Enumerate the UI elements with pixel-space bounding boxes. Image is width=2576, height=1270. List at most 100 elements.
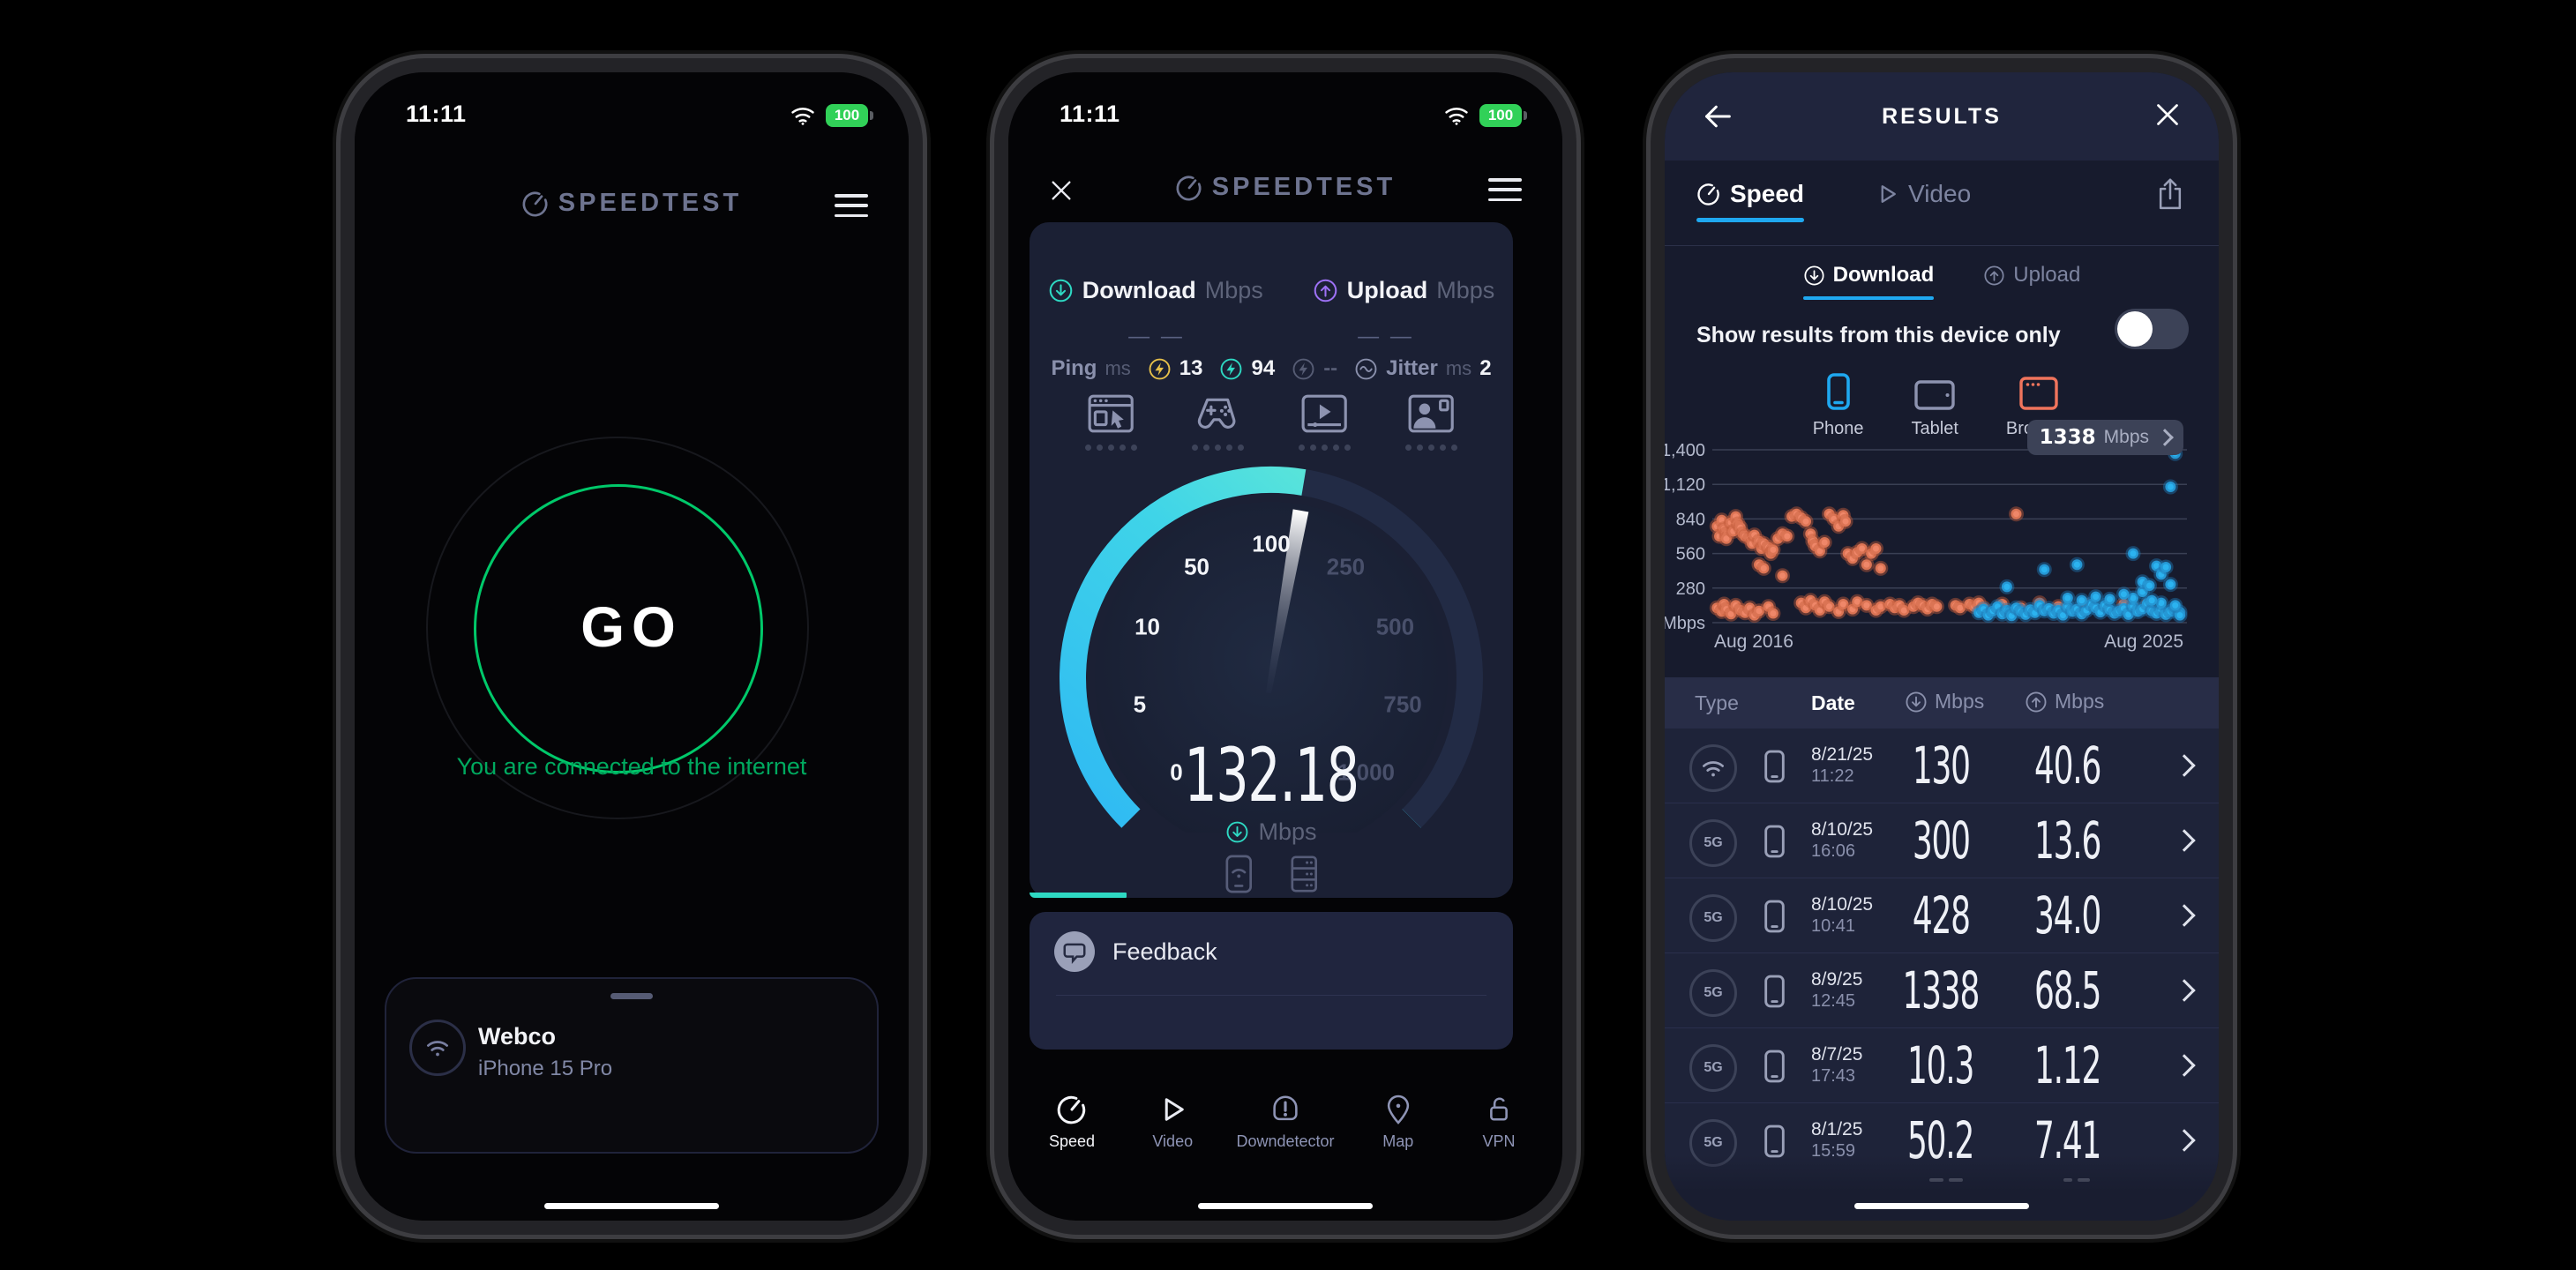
server-icon[interactable] [1289, 854, 1320, 894]
ping-upload-value: -- [1323, 356, 1338, 380]
gauge-tick-label: 10 [1134, 613, 1161, 640]
menu-button[interactable] [835, 194, 868, 217]
svg-text:Aug 2016: Aug 2016 [1714, 631, 1793, 652]
battery-indicator: 100 [1479, 104, 1527, 127]
bottom-fade-overlay [1665, 1155, 2219, 1221]
chevron-right-icon[interactable] [2173, 1054, 2196, 1077]
result-date: 8/10/25 10:41 [1811, 894, 1874, 936]
download-value: 10.3 [1907, 1035, 1974, 1095]
subtab-upload[interactable]: Upload [1983, 263, 2080, 300]
home-indicator[interactable] [544, 1203, 719, 1209]
menu-button[interactable] [1488, 178, 1522, 201]
feedback-card[interactable]: Feedback [1030, 912, 1513, 1050]
network-info-card[interactable]: Webco iPhone 15 Pro [385, 977, 879, 1154]
ping-download-value: 94 [1251, 356, 1276, 380]
5g-type-icon: 5G [1689, 894, 1737, 942]
result-row[interactable]: 8/21/25 11:22 130 40.6 [1665, 728, 2219, 803]
down-circle-icon [1803, 265, 1825, 287]
result-row[interactable]: 5G 8/7/25 17:43 10.3 1.12 [1665, 1027, 2219, 1102]
metric-header-row: Download Mbps Upload Mbps [1030, 277, 1513, 304]
go-button[interactable] [474, 484, 763, 773]
divider [1056, 995, 1486, 996]
status-time: 11:11 [406, 101, 467, 127]
chart-point-older-tests [1719, 531, 1734, 547]
phone-device-icon [1764, 749, 1786, 784]
up-circle-icon [1983, 265, 2005, 287]
feedback-label: Feedback [1112, 938, 1217, 965]
jitter-label: Jitter [1386, 356, 1438, 380]
selected-result-badge[interactable]: 1338 Mbps [2026, 420, 2183, 455]
chart-point-older-tests [1779, 528, 1795, 544]
drag-handle[interactable] [610, 993, 653, 999]
upload-unit: Mbps [1436, 277, 1495, 303]
tab-label: Video [1908, 180, 1972, 207]
back-icon[interactable] [1700, 99, 1735, 134]
speedtest-logo: SPEEDTEST [355, 189, 909, 218]
chevron-right-icon[interactable] [2173, 979, 2196, 1002]
home-indicator[interactable] [1198, 1203, 1373, 1209]
device-wifi-icon[interactable] [1224, 854, 1254, 894]
gauge-tick-label: 750 [1383, 691, 1422, 718]
nav-item-label: Downdetector [1236, 1132, 1335, 1150]
col-upload[interactable]: Mbps [2025, 690, 2104, 713]
streaming-icon [1300, 393, 1348, 434]
result-row[interactable]: 5G 8/9/25 12:45 1338 68.5 [1665, 952, 2219, 1027]
upload-value: 40.6 [2034, 736, 2101, 796]
network-name: Webco [478, 1023, 557, 1050]
chart-point-older-tests [1873, 560, 1889, 576]
device-filter-tablet[interactable]: Tablet [1912, 372, 1958, 439]
wifi-type-icon [1689, 744, 1737, 792]
chevron-right-icon[interactable] [2173, 829, 2196, 852]
metric-placeholder-row: — — — — [1030, 325, 1513, 349]
home-indicator[interactable] [1854, 1203, 2029, 1209]
tab-speed[interactable]: Speed [1696, 180, 1805, 222]
status-icons: 100 [1442, 104, 1527, 127]
ping-row: Ping ms 13 94 -- Jitter ms 2 [1030, 356, 1513, 381]
tab-video[interactable]: Video [1875, 180, 1971, 222]
result-row[interactable]: 5G 8/10/25 10:41 428 34.0 [1665, 878, 2219, 952]
subtab-download[interactable]: Download [1802, 263, 1934, 300]
nav-item-speed[interactable]: Speed [1035, 1094, 1109, 1151]
download-value-placeholder: — — [1128, 325, 1185, 348]
col-date[interactable]: Date [1811, 691, 1855, 714]
5g-type-icon: 5G [1689, 1044, 1737, 1092]
nav-item-vpn[interactable]: VPN [1462, 1094, 1536, 1151]
device-filter-label: Phone [1812, 419, 1864, 438]
status-icons: 100 [789, 104, 873, 127]
gauge-tick-label: 0 [1170, 758, 1183, 786]
chevron-right-icon [2156, 429, 2174, 446]
device-filter-phone[interactable]: Phone [1813, 372, 1864, 439]
svg-text:840: 840 [1676, 510, 1705, 529]
col-download[interactable]: Mbps [1905, 690, 1984, 713]
col-type: Type [1695, 691, 1739, 714]
upload-icon [2025, 691, 2048, 713]
speedtest-gauge-icon [1175, 174, 1203, 202]
ping-unit: ms [1105, 357, 1131, 379]
upload-metric: Upload Mbps [1313, 277, 1495, 304]
chart-point-older-tests [1859, 557, 1875, 572]
wifi-icon [1442, 105, 1471, 126]
nav-item-video[interactable]: Video [1135, 1094, 1209, 1151]
nav-item-map[interactable]: Map [1361, 1094, 1435, 1151]
current-speed-unit: Mbps [1030, 818, 1513, 846]
nav-item-downdetector[interactable]: Downdetector [1236, 1094, 1335, 1151]
battery-indicator: 100 [826, 104, 873, 127]
result-date: 8/9/25 12:45 [1811, 969, 1863, 1011]
result-row[interactable]: 5G 8/1/25 15:59 50.2 7.41 [1665, 1102, 2219, 1177]
result-row[interactable]: 5G 8/10/25 16:06 300 13.6 [1665, 803, 2219, 878]
gaming-activity [1192, 393, 1244, 451]
go-outer-ring [426, 437, 809, 819]
chart-point-older-tests [1838, 513, 1853, 529]
chevron-right-icon[interactable] [2173, 754, 2196, 777]
close-icon[interactable] [1047, 176, 1075, 205]
close-icon[interactable] [2152, 99, 2183, 131]
download-metric: Download Mbps [1048, 277, 1263, 304]
chevron-right-icon[interactable] [2173, 1129, 2196, 1152]
progress-dots [1085, 444, 1137, 451]
chevron-right-icon[interactable] [2173, 904, 2196, 927]
device-filter-toggle[interactable] [2115, 309, 2189, 349]
share-icon[interactable] [2155, 176, 2185, 212]
download-value: 300 [1912, 811, 1971, 870]
chart-point-older-tests [1835, 596, 1851, 612]
nav-item-label: Map [1382, 1132, 1414, 1150]
